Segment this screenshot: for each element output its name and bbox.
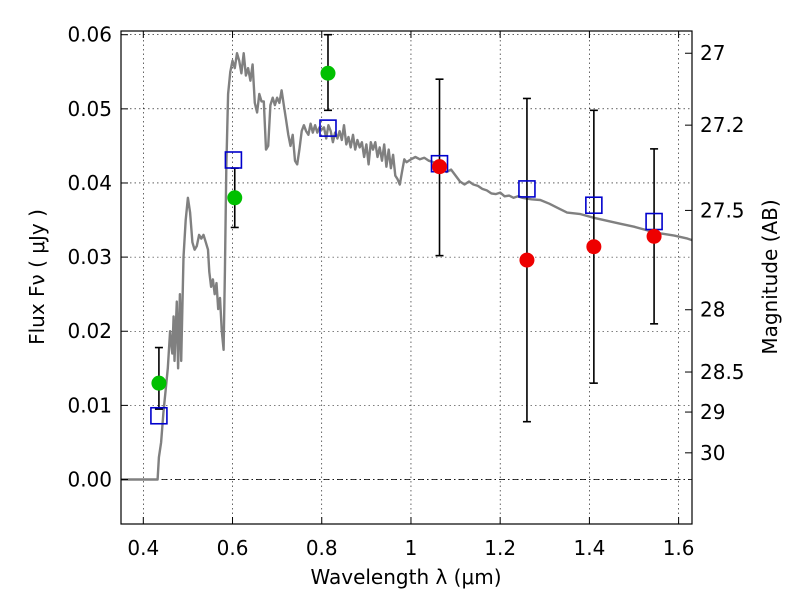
error-bars: [154, 33, 659, 423]
y-tick-label: 0.06: [67, 23, 112, 47]
y-tick-label: 0.02: [67, 319, 112, 343]
model-photometry-square: [319, 119, 337, 137]
y-tick-label: 0.05: [67, 97, 112, 121]
measurement-point: [432, 159, 448, 175]
model-sed-line: [121, 52, 692, 481]
model-photometry-square: [150, 406, 168, 425]
markers: [150, 65, 663, 425]
right-tick-label: 28.5: [700, 360, 745, 384]
x-tick-label: 1.6: [663, 536, 695, 560]
axis-ticks: [121, 31, 692, 524]
model-photometry-square: [585, 196, 603, 215]
x-tick-label: 0.6: [217, 536, 249, 560]
x-tick-label: 1.4: [573, 536, 605, 560]
detection-point: [227, 190, 243, 206]
detection-point: [151, 375, 167, 391]
grid-lines: [121, 31, 692, 524]
x-axis-label: Wavelength λ (μm): [310, 565, 501, 589]
x-tick-label: 1: [405, 536, 418, 560]
measurement-point: [586, 239, 602, 255]
x-tick-label: 1.2: [484, 536, 516, 560]
y-tick-label: 0.01: [67, 393, 112, 417]
right-tick-label: 27.5: [700, 198, 745, 222]
right-tick-label: 30: [700, 441, 725, 465]
right-tick-label: 29: [700, 400, 725, 424]
right-tick-label: 27.2: [700, 113, 745, 137]
measurement-point: [646, 228, 662, 244]
model-photometry-square: [224, 151, 243, 169]
plot-frame: [120, 30, 693, 525]
y-tick-label: 0.03: [67, 245, 112, 269]
right-tick-label: 27: [700, 41, 725, 65]
tick-labels: 0.4 0.6 0.8 1 1.2 1.4 1.6 0.00 0.01 0.02 0.03 0.04 0…: [67, 23, 744, 560]
y-axis-label: Flux Fν ( μJy ): [25, 209, 49, 345]
measurement-point: [519, 252, 535, 268]
y-tick-label: 0.04: [67, 171, 112, 195]
model-sed-layer: [121, 52, 692, 481]
model-photometry-square: [518, 180, 536, 198]
right-axis-label: Magnitude (AB): [758, 199, 782, 354]
detection-point: [320, 65, 336, 81]
x-tick-label: 0.8: [306, 536, 338, 560]
x-tick-label: 0.4: [127, 536, 159, 560]
right-tick-label: 28: [700, 298, 725, 322]
y-tick-label: 0.00: [67, 468, 112, 492]
